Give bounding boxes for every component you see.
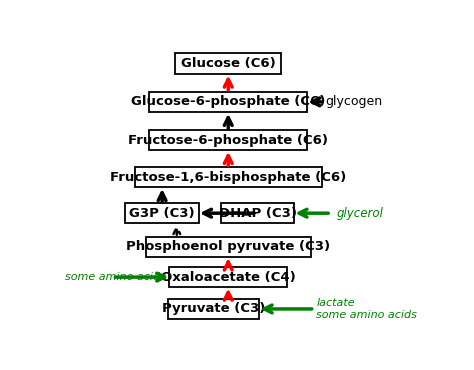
Text: Phosphoenol pyruvate (C3): Phosphoenol pyruvate (C3) <box>126 240 330 253</box>
FancyBboxPatch shape <box>221 204 294 223</box>
Text: Glucose (C6): Glucose (C6) <box>181 57 275 70</box>
FancyBboxPatch shape <box>146 236 311 257</box>
Text: DHAP (C3): DHAP (C3) <box>219 207 297 220</box>
Text: lactate
some amino acids: lactate some amino acids <box>316 298 417 320</box>
Text: some amino acids: some amino acids <box>65 272 165 282</box>
FancyBboxPatch shape <box>149 130 307 150</box>
Text: Glucose-6-phosphate (C6): Glucose-6-phosphate (C6) <box>131 95 326 108</box>
Text: Oxaloacetate (C4): Oxaloacetate (C4) <box>161 270 296 284</box>
Text: Fructose-6-phosphate (C6): Fructose-6-phosphate (C6) <box>128 134 328 147</box>
Text: G3P (C3): G3P (C3) <box>129 207 195 220</box>
FancyBboxPatch shape <box>175 53 282 74</box>
FancyBboxPatch shape <box>149 92 307 112</box>
Text: glycogen: glycogen <box>326 95 383 108</box>
FancyBboxPatch shape <box>168 299 259 319</box>
FancyBboxPatch shape <box>135 167 322 188</box>
Text: Fructose-1,6-bisphosphate (C6): Fructose-1,6-bisphosphate (C6) <box>110 171 346 184</box>
Text: glycerol: glycerol <box>337 207 383 220</box>
Text: Pyruvate (C3): Pyruvate (C3) <box>162 302 265 316</box>
FancyBboxPatch shape <box>170 267 287 287</box>
FancyBboxPatch shape <box>125 204 199 223</box>
